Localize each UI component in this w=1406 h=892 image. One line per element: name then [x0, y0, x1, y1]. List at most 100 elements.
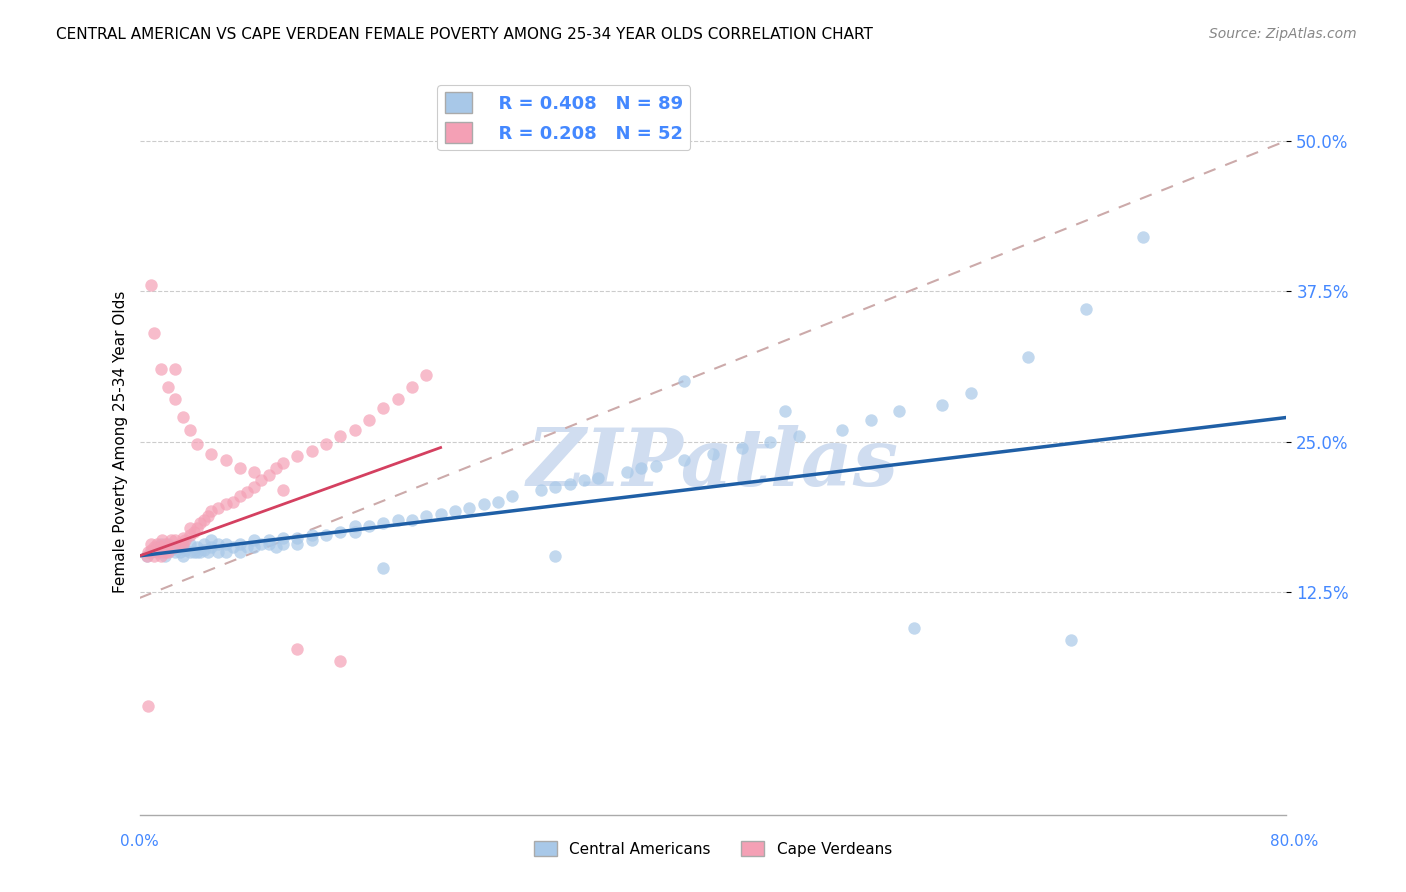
Point: [329, 654, 352, 668]
Point: [773, 404, 796, 418]
Point: [702, 446, 724, 460]
Point: [329, 428, 352, 442]
Point: [179, 545, 201, 559]
Point: [172, 537, 194, 551]
Point: [172, 410, 194, 425]
Point: [160, 542, 183, 557]
Point: [207, 537, 229, 551]
Point: [301, 444, 323, 458]
Point: [250, 473, 273, 487]
Point: [530, 483, 553, 497]
Point: [271, 531, 294, 545]
Point: [157, 380, 180, 394]
Point: [889, 404, 911, 418]
Point: [142, 549, 165, 563]
Point: [200, 446, 222, 460]
Point: [630, 461, 652, 475]
Point: [165, 541, 187, 555]
Point: [859, 413, 882, 427]
Point: [301, 533, 323, 548]
Point: [169, 545, 191, 559]
Point: [373, 561, 395, 575]
Point: [315, 528, 337, 542]
Point: [558, 476, 581, 491]
Point: [236, 541, 259, 555]
Point: [200, 533, 222, 548]
Point: [731, 441, 754, 455]
Point: [315, 437, 337, 451]
Point: [179, 537, 201, 551]
Point: [135, 549, 157, 563]
Point: [229, 461, 252, 475]
Point: [264, 461, 287, 475]
Point: [243, 533, 266, 548]
Point: [264, 541, 287, 555]
Point: [444, 504, 467, 518]
Point: [139, 278, 162, 293]
Point: [193, 542, 215, 557]
Point: [387, 392, 409, 407]
Point: [544, 480, 567, 494]
Point: [155, 549, 177, 563]
Point: [759, 434, 782, 449]
Point: [472, 497, 495, 511]
Point: [165, 533, 187, 548]
Point: [271, 456, 294, 470]
Point: [193, 513, 215, 527]
Point: [285, 449, 308, 463]
Text: 80.0%: 80.0%: [1271, 834, 1319, 848]
Point: [458, 500, 481, 515]
Y-axis label: Female Poverty Among 25-34 Year Olds: Female Poverty Among 25-34 Year Olds: [114, 291, 128, 592]
Point: [401, 513, 423, 527]
Point: [157, 541, 180, 555]
Point: [1060, 633, 1083, 648]
Text: CENTRAL AMERICAN VS CAPE VERDEAN FEMALE POVERTY AMONG 25-34 YEAR OLDS CORRELATIO: CENTRAL AMERICAN VS CAPE VERDEAN FEMALE …: [56, 27, 873, 42]
Point: [197, 545, 219, 559]
Point: [174, 542, 197, 557]
Point: [415, 509, 437, 524]
Point: [174, 533, 197, 548]
Point: [150, 549, 173, 563]
Point: [285, 641, 308, 656]
Point: [673, 375, 696, 389]
Point: [588, 470, 610, 484]
Point: [673, 452, 696, 467]
Point: [214, 452, 236, 467]
Point: [229, 537, 252, 551]
Point: [616, 465, 638, 479]
Point: [145, 537, 167, 551]
Point: [429, 507, 451, 521]
Point: [186, 437, 208, 451]
Point: [150, 537, 173, 551]
Point: [222, 494, 245, 508]
Point: [139, 537, 162, 551]
Point: [343, 518, 366, 533]
Point: [486, 494, 509, 508]
Point: [243, 541, 266, 555]
Point: [165, 541, 187, 555]
Point: [150, 545, 173, 559]
Point: [142, 326, 165, 341]
Point: [152, 533, 174, 548]
Point: [172, 531, 194, 545]
Point: [1074, 302, 1097, 317]
Point: [1132, 230, 1154, 244]
Point: [200, 541, 222, 555]
Point: [207, 500, 229, 515]
Text: 0.0%: 0.0%: [120, 834, 159, 848]
Point: [271, 537, 294, 551]
Point: [960, 386, 983, 401]
Point: [207, 545, 229, 559]
Text: Source: ZipAtlas.com: Source: ZipAtlas.com: [1209, 27, 1357, 41]
Point: [157, 545, 180, 559]
Point: [572, 473, 595, 487]
Point: [501, 489, 523, 503]
Point: [1017, 351, 1039, 365]
Point: [169, 537, 191, 551]
Point: [236, 485, 259, 500]
Point: [150, 541, 173, 555]
Point: [787, 428, 810, 442]
Point: [250, 537, 273, 551]
Point: [179, 423, 201, 437]
Point: [285, 537, 308, 551]
